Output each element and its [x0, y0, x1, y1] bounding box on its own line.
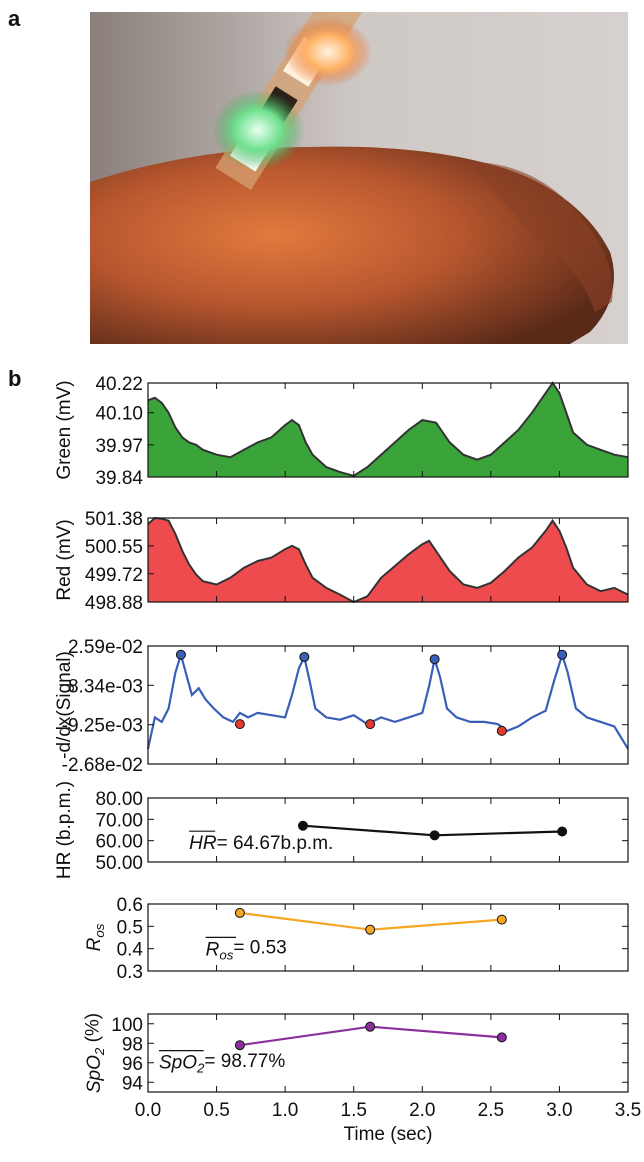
ros-mean-annotation: Ros= 0.53	[206, 938, 287, 963]
x-tick-label: 3.5	[615, 1100, 641, 1121]
y-tick-label: 50.00	[95, 853, 143, 874]
hr-point	[557, 826, 568, 837]
deriv-peak-marker	[429, 654, 440, 665]
y-tick-label: 0.4	[117, 940, 144, 961]
y-tick-label: 0.6	[117, 895, 143, 916]
y-tick-label: 80.00	[95, 789, 143, 810]
ros-point	[234, 907, 245, 918]
chart-panel-ros: 0.60.50.40.3 Ros Ros= 0.53	[84, 895, 629, 983]
deriv-peak-marker	[299, 651, 310, 662]
chart-panel-red: 501.38 500.55 499.72 498.88 Red (mV)	[54, 509, 629, 614]
ros-frame	[147, 903, 629, 972]
y-tick-label: 70.00	[95, 810, 143, 831]
green-area	[148, 383, 628, 477]
panel-label-b: b	[8, 366, 22, 391]
panel-label-a: a	[8, 6, 21, 31]
x-axis-label: Time (sec)	[343, 1124, 432, 1145]
red-series-line	[147, 516, 629, 604]
x-tick-label: 0.0	[135, 1100, 161, 1121]
red-y-axis-label: Red (mV)	[54, 519, 75, 600]
deriv-frame	[147, 645, 629, 765]
deriv-peak-marker	[557, 649, 568, 660]
x-tick-label: 3.0	[546, 1100, 572, 1121]
x-tick-label: 1.0	[272, 1100, 298, 1121]
ros-point	[365, 924, 376, 935]
y-tick-label: 499.72	[85, 565, 143, 586]
green-frame	[147, 382, 629, 478]
ros-y-axis-label: Ros	[84, 923, 107, 951]
spo2-point	[365, 1021, 376, 1032]
spo2-point	[234, 1040, 245, 1051]
y-tick-label: -9.25e-03	[62, 716, 143, 737]
y-tick-label: 39.84	[95, 468, 143, 489]
y-tick-label: 0.5	[117, 917, 143, 938]
spo2-mean-annotation: SpO2= 98.77%	[159, 1051, 285, 1076]
deriv-peak-marker	[175, 649, 186, 660]
hr-point	[429, 830, 440, 841]
y-tick-label: -2.68e-02	[62, 755, 143, 776]
spo2-y-axis-label: SpO2 (%)	[82, 1013, 107, 1093]
green-y-axis-label: Green (mV)	[54, 380, 75, 479]
y-tick-label: 500.55	[85, 537, 143, 558]
deriv-valley-marker	[365, 719, 376, 730]
ros-point	[496, 914, 507, 925]
y-tick-label: 498.88	[85, 593, 143, 614]
y-tick-label: 501.38	[85, 509, 143, 530]
y-tick-label: 60.00	[95, 832, 143, 853]
spo2-frame	[147, 1013, 629, 1093]
hr-point	[297, 820, 308, 831]
x-tick-label: 2.0	[409, 1100, 435, 1121]
y-tick-label: 100	[111, 1015, 143, 1036]
y-tick-label: 39.97	[95, 436, 143, 457]
deriv-series-line	[146, 650, 629, 750]
spo2-point	[496, 1032, 507, 1043]
deriv-valley-marker	[496, 725, 507, 736]
x-tick-label: 0.5	[203, 1100, 229, 1121]
arm-shape	[90, 146, 614, 344]
y-tick-label: 40.22	[95, 374, 143, 395]
wrist-photo	[90, 12, 628, 344]
y-tick-label: 8.34e-03	[68, 676, 143, 697]
x-tick-label: 2.5	[478, 1100, 504, 1121]
x-tick-label: 1.5	[341, 1100, 367, 1121]
y-tick-label: 0.3	[117, 962, 143, 983]
red-area	[148, 518, 628, 602]
y-tick-label: 2.59e-02	[68, 637, 143, 658]
chart-panel-green: 40.22 40.10 39.97 39.84 Green (mV)	[54, 374, 629, 489]
red-frame	[147, 517, 629, 603]
green-led-glow	[212, 90, 304, 170]
deriv-y-axis-label: -d/dx(Signal)	[54, 651, 75, 759]
chart-panel-deriv: 2.59e-02 8.34e-03 -9.25e-03 -2.68e-02-d/dx(…	[54, 637, 629, 776]
y-tick-label: 98	[122, 1034, 143, 1055]
hr-frame	[147, 797, 629, 863]
hr-mean-annotation: HR= 64.67b.p.m.	[189, 833, 333, 854]
y-tick-label: 40.10	[95, 404, 143, 425]
y-tick-label: 94	[122, 1073, 144, 1094]
y-tick-label: 96	[122, 1054, 143, 1075]
red-led-glow	[284, 18, 372, 86]
deriv-valley-marker	[234, 719, 245, 730]
green-series-line	[147, 381, 629, 477]
hr-y-axis-label: HR (b.p.m.)	[54, 781, 75, 879]
